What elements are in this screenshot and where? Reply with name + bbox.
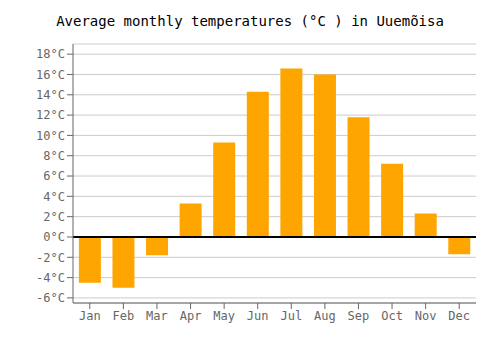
svg-text:16°C: 16°C	[36, 68, 65, 82]
svg-text:-6°C: -6°C	[36, 291, 65, 305]
svg-text:4°C: 4°C	[43, 190, 65, 204]
svg-text:Jan: Jan	[79, 309, 101, 323]
svg-text:Sep: Sep	[348, 309, 370, 323]
svg-text:Jul: Jul	[280, 309, 302, 323]
svg-text:2°C: 2°C	[43, 210, 65, 224]
svg-text:Aug: Aug	[314, 309, 336, 323]
svg-text:Oct: Oct	[381, 309, 403, 323]
svg-text:-4°C: -4°C	[36, 271, 65, 285]
svg-text:8°C: 8°C	[43, 149, 65, 163]
svg-text:Jun: Jun	[247, 309, 269, 323]
svg-text:Dec: Dec	[448, 309, 470, 323]
svg-text:Nov: Nov	[415, 309, 437, 323]
svg-text:-2°C: -2°C	[36, 251, 65, 265]
svg-text:Feb: Feb	[113, 309, 135, 323]
svg-text:10°C: 10°C	[36, 129, 65, 143]
svg-text:6°C: 6°C	[43, 169, 65, 183]
html-text:Average monthly temperatures (: Average monthly temperatures (°C ) in Uu…	[56, 13, 444, 29]
svg-text:Apr: Apr	[180, 309, 202, 323]
svg-text:May: May	[213, 309, 235, 323]
svg-text:Mar: Mar	[146, 309, 168, 323]
svg-text:18°C: 18°C	[36, 47, 65, 61]
svg-text:14°C: 14°C	[36, 88, 65, 102]
svg-text:0°C: 0°C	[43, 230, 65, 244]
svg-text:12°C: 12°C	[36, 108, 65, 122]
